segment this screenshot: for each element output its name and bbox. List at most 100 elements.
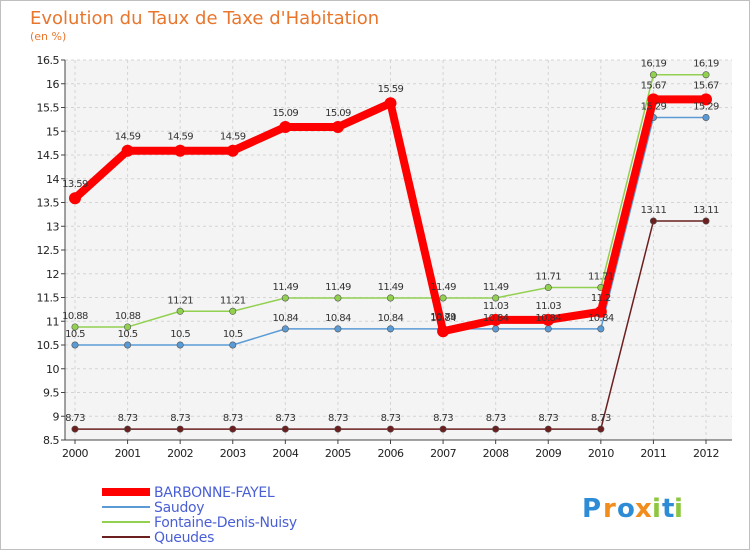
data-label: 11.03 — [535, 301, 561, 312]
legend-label: BARBONNE-FAYEL — [154, 485, 275, 501]
y-tick-label: 16 — [46, 78, 59, 91]
data-label: 15.67 — [693, 80, 719, 91]
data-point — [597, 425, 605, 433]
data-label: 16.19 — [641, 59, 667, 70]
data-point — [544, 425, 552, 433]
data-label: 10.5 — [223, 329, 243, 340]
x-tick-label: 2005 — [325, 447, 351, 460]
data-label: 13.11 — [641, 205, 667, 216]
data-label: 10.79 — [430, 312, 456, 323]
x-tick-label: 2003 — [220, 447, 246, 460]
data-point — [492, 325, 500, 333]
y-tick-label: 12.5 — [37, 244, 60, 257]
legend-label: Fontaine-Denis-Nuisy — [154, 515, 297, 531]
data-label: 8.73 — [65, 413, 85, 424]
y-tick-label: 13 — [46, 220, 59, 233]
x-axis: 2000 2001 2002 2003 2004 2005 2006 2007 2008 2009… — [62, 439, 732, 460]
x-tick-label: 2009 — [535, 447, 561, 460]
data-point — [121, 144, 134, 157]
y-tick-label: 15 — [46, 125, 59, 138]
data-label: 13.59 — [62, 179, 88, 190]
y-tick-label: 10 — [46, 363, 59, 376]
logo-letter: P — [582, 494, 601, 524]
data-point — [544, 284, 552, 292]
data-label: 11.21 — [167, 295, 193, 306]
data-label: 10.84 — [378, 313, 404, 324]
data-labels: 8.73 8.73 8.73 8.73 8.73 8.73 8.73 8.73 8.73 8.73… — [62, 59, 719, 424]
data-point — [124, 341, 132, 349]
data-point — [439, 425, 447, 433]
data-label: 11.21 — [220, 295, 246, 306]
y-tick-label: 14.5 — [37, 149, 60, 162]
x-tick-label: 2007 — [430, 447, 456, 460]
logo-letter: r — [603, 494, 616, 524]
data-label: 8.73 — [538, 413, 558, 424]
data-label: 8.73 — [170, 413, 190, 424]
data-point — [229, 341, 237, 349]
data-point — [71, 341, 79, 349]
data-point — [647, 93, 660, 106]
x-tick-label: 2010 — [588, 447, 614, 460]
data-label: 16.19 — [693, 59, 719, 70]
data-label: 13.11 — [693, 205, 719, 216]
data-label: 14.59 — [115, 132, 141, 143]
data-point — [176, 425, 184, 433]
data-point — [700, 93, 712, 106]
data-point — [174, 144, 187, 157]
data-label: 10.88 — [115, 311, 141, 322]
data-point — [437, 325, 450, 338]
data-point — [124, 425, 132, 433]
data-label: 10.5 — [65, 329, 85, 340]
y-tick-label: 16.5 — [37, 54, 60, 67]
series-group — [69, 71, 712, 433]
data-label: 10.84 — [483, 313, 509, 324]
data-label: 10.84 — [430, 313, 456, 324]
data-label: 10.5 — [170, 329, 190, 340]
data-label: 11.49 — [430, 282, 456, 293]
data-label: 8.73 — [118, 413, 138, 424]
data-label: 8.73 — [486, 413, 506, 424]
data-point — [176, 307, 184, 315]
data-point — [229, 425, 237, 433]
y-tick-label: 9.5 — [43, 387, 59, 400]
data-label: 10.5 — [118, 329, 138, 340]
data-label: 10.88 — [62, 311, 88, 322]
data-label: 8.73 — [591, 413, 611, 424]
data-label: 8.73 — [328, 413, 348, 424]
y-tick-label: 15.5 — [37, 102, 60, 115]
data-point — [649, 71, 657, 79]
logo-letter: t — [662, 494, 674, 524]
x-tick-label: 2004 — [272, 447, 298, 460]
data-point — [492, 294, 500, 302]
data-point — [594, 305, 607, 318]
y-tick-label: 10.5 — [37, 339, 60, 352]
data-point — [649, 217, 657, 225]
data-point — [386, 294, 394, 302]
data-point — [542, 313, 555, 326]
data-label: 10.84 — [588, 313, 614, 324]
data-label: 11.71 — [588, 272, 614, 283]
x-tick-label: 2000 — [62, 447, 88, 460]
data-label: 10.84 — [273, 313, 299, 324]
y-tick-label: 13.5 — [37, 197, 60, 210]
data-point — [331, 120, 344, 133]
data-point — [281, 294, 289, 302]
data-label: 14.59 — [220, 132, 246, 143]
data-point — [71, 323, 79, 331]
y-tick-label: 8.5 — [43, 434, 59, 447]
data-point — [124, 323, 132, 331]
data-point — [226, 144, 239, 157]
data-point — [334, 294, 342, 302]
data-label: 8.73 — [381, 413, 401, 424]
chart-subtitle: (en %) — [30, 30, 66, 43]
x-tick-label: 2008 — [483, 447, 509, 460]
y-tick-label: 14 — [46, 173, 59, 186]
data-point — [702, 71, 710, 79]
data-label: 15.29 — [693, 101, 719, 112]
data-label: 11.49 — [378, 282, 404, 293]
data-point — [69, 192, 81, 205]
data-point — [386, 325, 394, 333]
